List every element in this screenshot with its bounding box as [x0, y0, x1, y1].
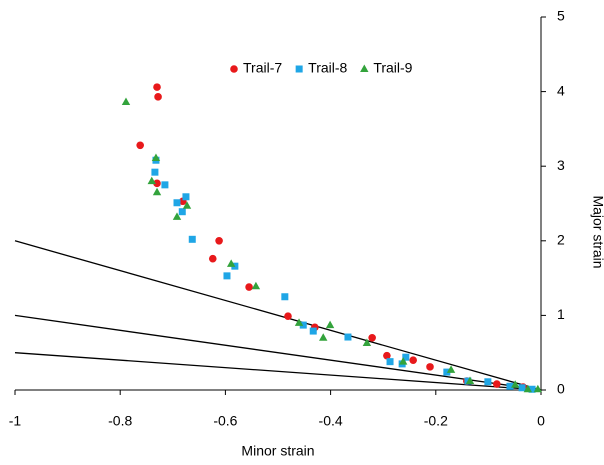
point	[152, 187, 162, 196]
point	[208, 254, 217, 263]
point	[121, 97, 131, 106]
point	[409, 356, 417, 364]
point	[511, 380, 520, 388]
point	[344, 333, 352, 341]
point	[173, 199, 181, 207]
x-tick-label: -0.4	[319, 413, 343, 429]
y-tick-label: 4	[557, 82, 565, 98]
x-tick-label: -0.2	[424, 413, 448, 429]
point	[383, 351, 391, 360]
point	[446, 365, 456, 373]
legend-label: Trail-9	[373, 60, 412, 76]
y-tick-label: 2	[557, 232, 565, 248]
point	[465, 376, 475, 385]
point	[518, 384, 526, 392]
x-tick-label: -0.8	[108, 413, 132, 429]
point	[182, 201, 192, 209]
legend-marker	[230, 65, 238, 73]
x-axis-label: Minor strain	[241, 443, 314, 459]
point	[528, 385, 536, 393]
legend-marker	[360, 64, 369, 72]
point	[151, 153, 161, 161]
point	[309, 327, 317, 335]
point	[154, 93, 162, 101]
point	[398, 357, 408, 365]
point	[386, 358, 394, 366]
point	[506, 382, 514, 390]
y-tick-label: 3	[557, 157, 565, 173]
reference-line	[14, 240, 542, 391]
point	[147, 176, 156, 185]
y-tick-label: 1	[557, 306, 565, 322]
point	[215, 237, 223, 245]
point	[172, 212, 182, 220]
point	[178, 208, 186, 216]
point	[153, 83, 161, 91]
legend-marker	[295, 65, 303, 73]
point	[226, 259, 236, 267]
point	[368, 333, 376, 342]
point	[523, 384, 533, 393]
reference-line	[14, 352, 542, 391]
point	[402, 353, 410, 361]
y-tick-label: 0	[557, 381, 565, 397]
point	[325, 320, 335, 329]
point	[533, 384, 543, 393]
x-tick-label: 0	[537, 413, 545, 429]
reference-line	[14, 314, 542, 391]
point	[251, 281, 261, 290]
x-tick-label: -0.6	[213, 413, 237, 429]
point	[136, 141, 144, 150]
point	[153, 179, 161, 188]
point	[294, 318, 304, 326]
point	[493, 380, 501, 388]
point	[484, 378, 492, 386]
point	[161, 181, 169, 189]
point	[443, 368, 451, 376]
point	[426, 363, 434, 371]
legend-label: Trail-8	[308, 60, 347, 76]
x-tick-label: -1	[9, 413, 22, 429]
point	[281, 293, 289, 301]
point	[223, 272, 231, 280]
point	[284, 312, 292, 320]
point	[362, 338, 372, 347]
point	[299, 321, 307, 329]
point	[151, 168, 159, 176]
y-axis-label: Major strain	[590, 195, 604, 268]
point	[188, 235, 196, 243]
point	[319, 333, 328, 341]
point	[182, 193, 190, 201]
point	[245, 283, 253, 291]
y-tick-label: 5	[557, 8, 565, 24]
legend-label: Trail-7	[243, 60, 282, 76]
